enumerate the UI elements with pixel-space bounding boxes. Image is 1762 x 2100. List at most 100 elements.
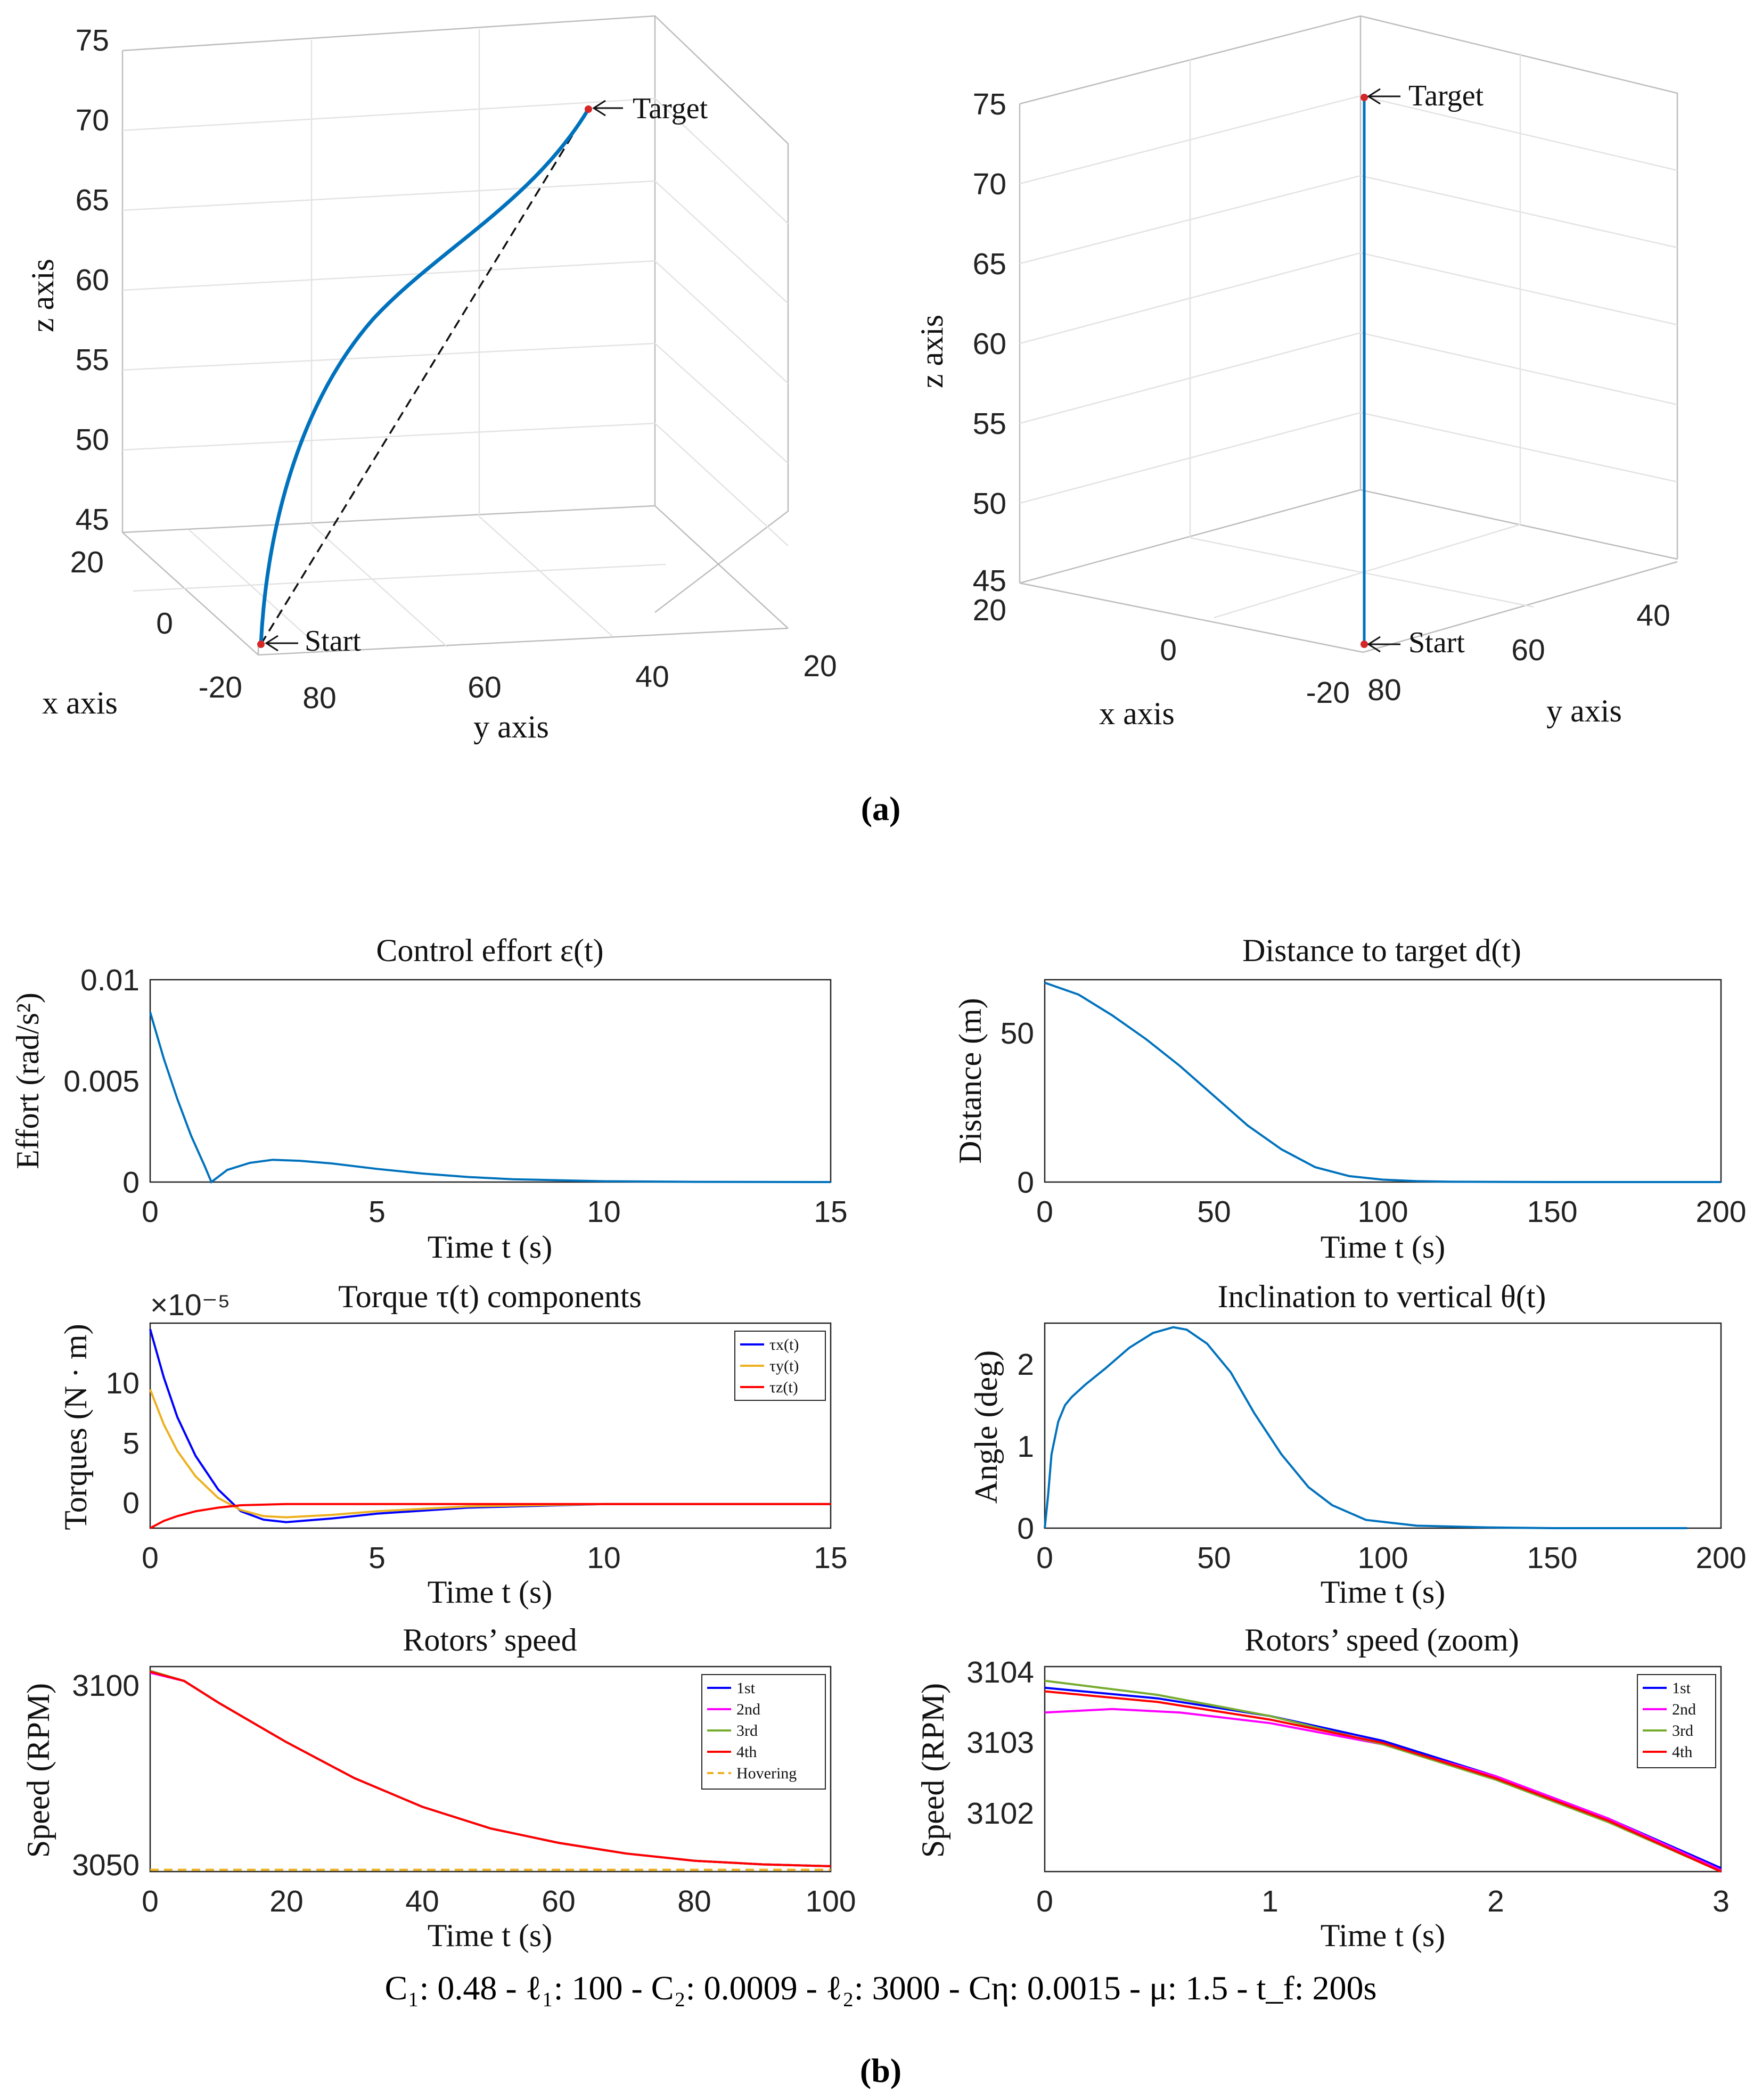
- legend-label: τz(t): [769, 1379, 798, 1396]
- legend-label: τy(t): [769, 1357, 799, 1375]
- plot-frame: [149, 1666, 832, 1873]
- x-tick: 2: [1487, 1884, 1504, 1918]
- x-tick: 10: [587, 1541, 620, 1575]
- z-tick: 55: [76, 343, 109, 377]
- tau-x-line: [149, 1328, 831, 1523]
- legend-label: 3rd: [736, 1722, 758, 1740]
- plot-frame: [149, 1322, 832, 1529]
- rotor-4-line: [150, 1670, 831, 1867]
- z-tick: 60: [973, 327, 1006, 361]
- plot-title: Torque τ(t) components: [338, 1279, 642, 1314]
- x-tick: 15: [814, 1195, 847, 1229]
- distance-line: [1044, 981, 1721, 1183]
- rotor-3-line: [1044, 1679, 1722, 1873]
- rotor-2-line: [1044, 1708, 1722, 1872]
- x-axis-label: x axis: [42, 685, 118, 720]
- legend-label: 2nd: [736, 1701, 760, 1718]
- y-tick: 50: [1001, 1016, 1034, 1051]
- x-tick: 60: [542, 1884, 575, 1918]
- z-tick: 75: [973, 87, 1006, 121]
- x-axis-label: Time t (s): [1321, 1229, 1446, 1265]
- legend: τx(t) τy(t) τz(t): [734, 1331, 826, 1401]
- x-tick: 20: [269, 1884, 303, 1918]
- start-point: [257, 641, 265, 648]
- x-tick: -20: [199, 670, 242, 704]
- plot-3d-right: Start Target 75 70 65 60 55 50 45 20 0 -…: [914, 15, 1678, 731]
- z-tick-labels: 75 70 65 60 55 50 45: [973, 87, 1006, 598]
- parameter-caption: C₁: 0.48 - ℓ₁: 100 - C₂: 0.0009 - ℓ₂: 30…: [385, 1969, 1377, 2007]
- y-tick-labels: 80 60 40: [1367, 598, 1670, 707]
- legend-label: 4th: [736, 1743, 757, 1761]
- y-tick: 80: [302, 681, 336, 715]
- plot-rotor-speed-zoom: Rotors’ speed (zoom) 1st 2nd 3rd 4th 310…: [915, 1622, 1730, 1953]
- plot-title: Rotors’ speed (zoom): [1244, 1622, 1519, 1658]
- z-axis-label: z axis: [914, 315, 949, 388]
- y-tick: 0: [122, 1166, 140, 1200]
- z-tick: 45: [76, 503, 109, 537]
- z-tick: 50: [973, 487, 1006, 521]
- x-tick-labels: 20 0 -20: [973, 593, 1350, 710]
- y-tick-labels: 80 60 40 20: [302, 649, 837, 715]
- x-tick: 0: [1036, 1541, 1053, 1575]
- z-tick: 50: [76, 423, 109, 457]
- z-tick: 65: [973, 247, 1006, 281]
- x-tick: 0: [142, 1541, 159, 1575]
- z-tick: 75: [76, 23, 109, 58]
- y-tick: 5: [122, 1426, 140, 1461]
- plot-3d-left: Start Target 75 70 65 60 55 50 45 20 0 -…: [25, 15, 837, 744]
- y-tick: 1: [1017, 1430, 1034, 1464]
- y-tick: 40: [1636, 598, 1670, 633]
- y-axis-label: Effort (rad/s²): [10, 992, 45, 1169]
- z-tick: 70: [973, 167, 1006, 201]
- x-tick: -20: [1306, 676, 1350, 710]
- start-annotation: Start: [305, 625, 361, 658]
- y-tick: 0: [1017, 1166, 1034, 1200]
- y-axis-label: y axis: [473, 709, 549, 744]
- x-tick: 0: [1036, 1884, 1053, 1918]
- plot-distance: Distance to target d(t) 0 50 0 50 100 15…: [953, 933, 1747, 1265]
- x-axis-label: Time t (s): [1321, 1574, 1446, 1610]
- x-tick: 1: [1261, 1884, 1279, 1918]
- x-tick: 100: [805, 1884, 856, 1918]
- x-axis-label: Time t (s): [428, 1918, 553, 1953]
- panel-a-label: (a): [861, 790, 901, 827]
- y-axis-label: Angle (deg): [969, 1350, 1004, 1504]
- y-tick: 20: [803, 649, 837, 683]
- plot-frame: [149, 979, 832, 1183]
- x-tick: 0: [142, 1195, 159, 1229]
- y-tick: 10: [106, 1366, 140, 1400]
- legend-label: 2nd: [1672, 1701, 1696, 1718]
- tau-y-line: [149, 1389, 831, 1519]
- y-axis-label: Torques (N · m): [58, 1324, 93, 1530]
- x-tick-labels: 20 0 -20: [70, 545, 242, 704]
- target-annotation: Target: [1408, 79, 1484, 112]
- legend: 1st 2nd 3rd 4th: [1637, 1674, 1716, 1768]
- start-annotation: Start: [1408, 626, 1465, 659]
- legend-label: 1st: [736, 1679, 756, 1697]
- x-tick: 200: [1695, 1541, 1746, 1575]
- x-tick: 3: [1712, 1884, 1730, 1918]
- z-tick: 55: [973, 407, 1006, 441]
- plot-effort: Control effort ε(t) 0 0.005 0.01 0 5 10 …: [10, 933, 848, 1265]
- y-axis-label: Speed (RPM): [915, 1683, 950, 1858]
- x-tick: 50: [1197, 1195, 1231, 1229]
- x-tick: 5: [368, 1195, 386, 1229]
- plot-rotor-speed: Rotors’ speed 1st 2nd 3rd 4th Hovering 3…: [21, 1622, 856, 1953]
- plot-frame: [1044, 979, 1722, 1183]
- panel-b-label: (b): [860, 2052, 902, 2089]
- y-axis-label: Speed (RPM): [21, 1683, 56, 1858]
- x-axis-label: Time t (s): [1321, 1918, 1446, 1953]
- start-point: [1361, 641, 1368, 648]
- y-tick: 3102: [966, 1797, 1034, 1831]
- x-tick: 0: [1160, 633, 1177, 667]
- z-tick-labels: 75 70 65 60 55 50 45: [76, 23, 109, 537]
- y-tick: 2: [1017, 1348, 1034, 1382]
- y-tick: 80: [1367, 673, 1401, 707]
- plot-frame: [1044, 1322, 1722, 1529]
- rotor-1-line: [1044, 1686, 1722, 1869]
- x-tick: 100: [1357, 1541, 1408, 1575]
- x-axis-label: Time t (s): [428, 1229, 553, 1265]
- x-tick: 5: [368, 1541, 386, 1575]
- y-tick: 3100: [72, 1669, 140, 1703]
- y-axis-label: y axis: [1546, 693, 1622, 728]
